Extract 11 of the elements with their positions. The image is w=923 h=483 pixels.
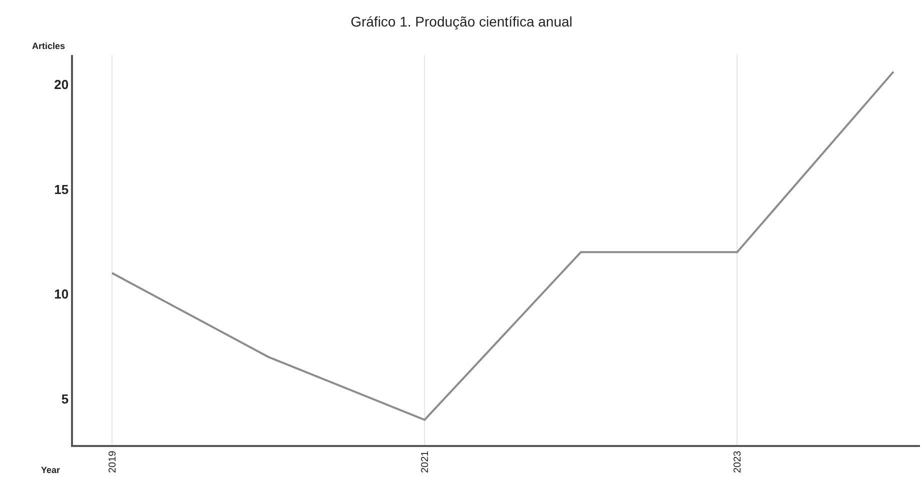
chart-title: Gráfico 1. Produção científica anual (350, 14, 572, 30)
y-tick-label: 5 (61, 391, 69, 406)
x-tick-label: 2019 (107, 450, 118, 473)
y-tick-label: 15 (54, 182, 69, 197)
y-tick-label: 10 (54, 286, 69, 302)
line-series (111, 70, 894, 421)
x-axis-title: Year (41, 465, 61, 475)
x-tick-label: 2023 (732, 450, 744, 473)
y-tick-label: 20 (54, 76, 69, 92)
y-axis-title: Articles (32, 41, 66, 51)
x-tick-label: 2021 (420, 450, 431, 473)
